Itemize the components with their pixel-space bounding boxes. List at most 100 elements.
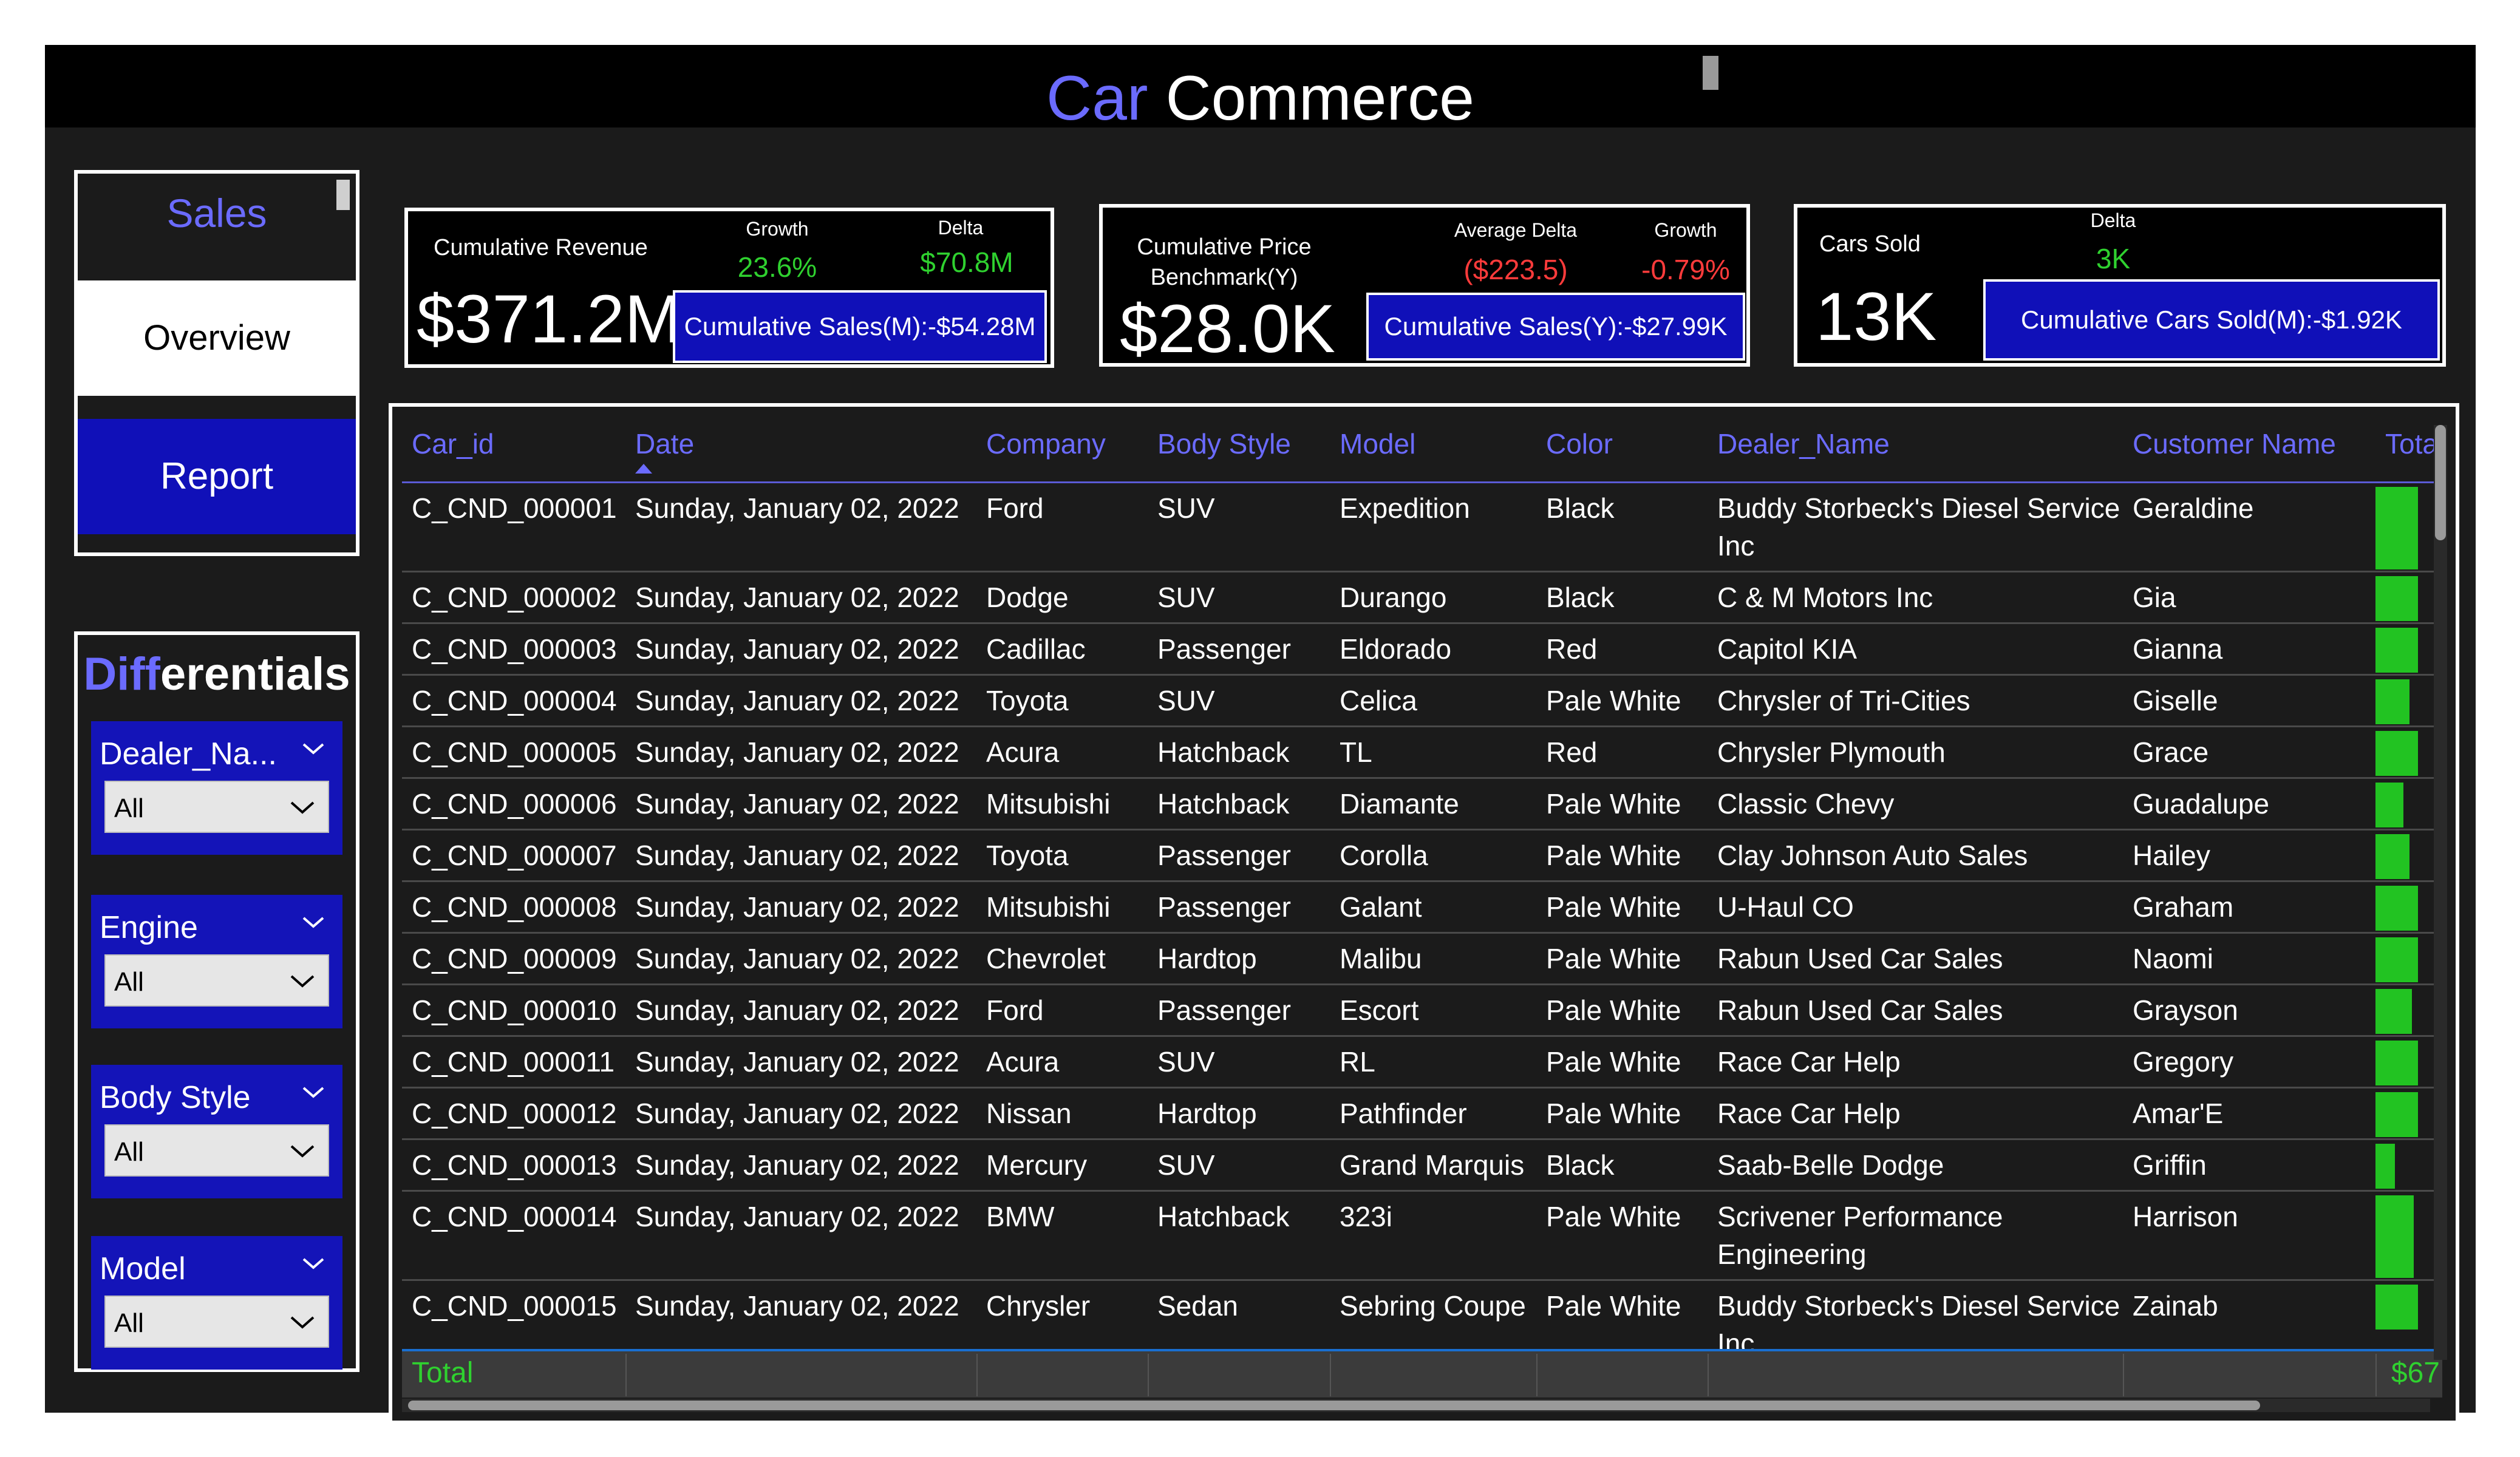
table-cell: SUV (1148, 1139, 1330, 1192)
total-data-bar (2375, 486, 2418, 569)
table-row[interactable]: C_CND_000013 Sunday, January 02, 2022 Merc… (402, 1139, 2442, 1192)
table-cell: Scrivener Performance Engineering (1708, 1190, 2123, 1281)
vertical-scrollbar-thumb[interactable] (2435, 425, 2446, 540)
body-style-slicer-label: Body Style (100, 1080, 251, 1115)
vertical-scrollbar[interactable] (2434, 425, 2447, 1360)
column-header-dealer-name[interactable]: Dealer_Name (1708, 416, 2123, 483)
table-row[interactable]: C_CND_000002 Sunday, January 02, 2022 Dodg… (402, 571, 2442, 624)
sales-table-viewport[interactable]: Car_id Date Company Body Style Model Col… (402, 416, 2442, 1395)
chevron-down-icon (290, 1316, 315, 1329)
table-cell: Black (1536, 1139, 1708, 1192)
table-cell: BMW (976, 1190, 1148, 1281)
chevron-down-icon[interactable] (295, 731, 332, 767)
chevron-down-icon[interactable] (295, 1246, 332, 1282)
table-row[interactable]: C_CND_000009 Sunday, January 02, 2022 Chev… (402, 932, 2442, 985)
table-row[interactable]: C_CND_000014 Sunday, January 02, 2022 BMW H… (402, 1190, 2442, 1281)
column-header-model[interactable]: Model (1330, 416, 1536, 483)
table-cell: Grayson (2123, 984, 2375, 1037)
table-cell: SUV (1148, 482, 1330, 572)
total-data-bar (2375, 782, 2403, 827)
dealer-name-slicer: Dealer_Na... All (91, 721, 342, 855)
differentials-title: Differentials (78, 641, 356, 708)
table-cell: C_CND_000001 (402, 482, 625, 572)
kpi-revenue-card: Cumulative Revenue Growth 23.6% Delta $7… (404, 208, 1054, 368)
table-row[interactable]: C_CND_000007 Sunday, January 02, 2022 Toyo… (402, 829, 2442, 882)
table-row[interactable]: C_CND_000011 Sunday, January 02, 2022 Acur… (402, 1036, 2442, 1089)
table-row[interactable]: C_CND_000003 Sunday, January 02, 2022 Cadi… (402, 623, 2442, 676)
total-data-bar (2375, 627, 2418, 673)
table-cell: TL (1330, 726, 1536, 779)
table-cell: Black (1536, 482, 1708, 572)
total-bar-cell (2375, 1190, 2442, 1281)
table-cell: Passenger (1148, 984, 1330, 1037)
total-data-bar (2375, 1143, 2395, 1189)
table-cell: Graham (2123, 881, 2375, 934)
table-cell: SUV (1148, 571, 1330, 624)
overview-button[interactable]: Overview (78, 280, 356, 396)
engine-dropdown-value: All (114, 967, 144, 997)
table-row[interactable]: C_CND_000012 Sunday, January 02, 2022 Niss… (402, 1087, 2442, 1140)
table-cell: Sunday, January 02, 2022 (625, 778, 976, 830)
table-row[interactable]: C_CND_000008 Sunday, January 02, 2022 Mits… (402, 881, 2442, 934)
total-data-bar (2375, 730, 2418, 776)
report-button[interactable]: Report (78, 419, 356, 534)
column-header-body-style[interactable]: Body Style (1148, 416, 1330, 483)
table-cell: C_CND_000003 (402, 623, 625, 676)
cumulative-cars-sold-button[interactable]: Cumulative Cars Sold(M):-$1.92K (1983, 279, 2440, 361)
table-row[interactable]: C_CND_000001 Sunday, January 02, 2022 Ford… (402, 482, 2442, 572)
model-slicer-label: Model (100, 1251, 186, 1286)
sales-table-panel: Car_id Date Company Body Style Model Col… (389, 403, 2459, 1424)
sales-table: Car_id Date Company Body Style Model Col… (402, 416, 2442, 1364)
engine-dropdown[interactable]: All (104, 954, 329, 1007)
table-cell: Toyota (976, 674, 1148, 727)
table-cell: Pale White (1536, 829, 1708, 882)
dealer-name-dropdown[interactable]: All (104, 781, 329, 833)
cumulative-sales-m-button[interactable]: Cumulative Sales(M):-$54.28M (673, 290, 1047, 363)
kpi-price-avg-delta-value: ($223.5) (1463, 254, 1568, 285)
nav-scrollbar[interactable] (336, 180, 350, 210)
page-title-rest: Commerce (1165, 63, 1474, 134)
horizontal-scrollbar-thumb[interactable] (408, 1401, 2260, 1410)
table-cell: Durango (1330, 571, 1536, 624)
table-cell: Chrysler of Tri-Cities (1708, 674, 2123, 727)
engine-slicer: Engine All (91, 895, 342, 1028)
kpi-price-growth-label: Growth (1654, 219, 1717, 241)
differentials-title-accent: Diff (83, 648, 160, 700)
table-cell: Hardtop (1148, 932, 1330, 985)
kpi-cars-card: Cars Sold Delta 3K 13K Cumulative Cars S… (1794, 204, 2446, 367)
column-header-color[interactable]: Color (1536, 416, 1708, 483)
table-row[interactable]: C_CND_000006 Sunday, January 02, 2022 Mits… (402, 778, 2442, 830)
cumulative-sales-y-button[interactable]: Cumulative Sales(Y):-$27.99K (1366, 293, 1745, 361)
table-cell: Pale White (1536, 778, 1708, 830)
body-style-dropdown-value: All (114, 1137, 144, 1167)
total-bar-cell (2375, 482, 2442, 572)
table-cell: Hardtop (1148, 1087, 1330, 1140)
table-cell: Red (1536, 726, 1708, 779)
table-cell: Sunday, January 02, 2022 (625, 1036, 976, 1089)
total-bar-cell (2375, 1139, 2442, 1192)
table-cell: Passenger (1148, 623, 1330, 676)
table-cell: Classic Chevy (1708, 778, 2123, 830)
kpi-price-card: Cumulative Price Benchmark(Y) Average De… (1099, 204, 1750, 367)
table-cell: U-Haul CO (1708, 881, 2123, 934)
column-header-total[interactable]: Tota (2375, 416, 2442, 483)
table-cell: Sunday, January 02, 2022 (625, 1190, 976, 1281)
column-header-customer-name[interactable]: Customer Name (2123, 416, 2375, 483)
column-header-company[interactable]: Company (976, 416, 1148, 483)
chevron-down-icon[interactable] (295, 905, 332, 941)
table-cell: Malibu (1330, 932, 1536, 985)
column-header-car-id[interactable]: Car_id (402, 416, 625, 483)
chevron-down-icon[interactable] (295, 1075, 332, 1111)
column-header-date[interactable]: Date (625, 416, 976, 483)
table-cell: Ford (976, 984, 1148, 1037)
kpi-price-avg-delta-label: Average Delta (1454, 219, 1578, 241)
table-row[interactable]: C_CND_000004 Sunday, January 02, 2022 Toyo… (402, 674, 2442, 727)
body-style-dropdown[interactable]: All (104, 1124, 329, 1177)
model-dropdown[interactable]: All (104, 1296, 329, 1348)
kpi-cars-value: 13K (1816, 279, 1937, 355)
table-row[interactable]: C_CND_000010 Sunday, January 02, 2022 Ford… (402, 984, 2442, 1037)
table-cell: Mercury (976, 1139, 1148, 1192)
differentials-panel: Differentials Dealer_Na... All Engine Al… (74, 631, 359, 1372)
horizontal-scrollbar[interactable] (402, 1399, 2430, 1412)
table-row[interactable]: C_CND_000005 Sunday, January 02, 2022 Acur… (402, 726, 2442, 779)
